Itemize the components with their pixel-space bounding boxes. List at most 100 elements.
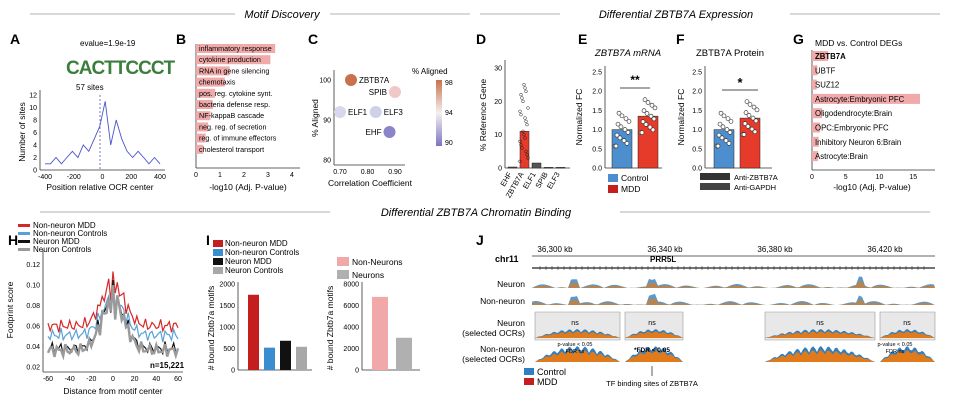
- panel-i-ylabel-2: # bound Zbtb7a motifs: [325, 286, 335, 371]
- panel-c: 80 90 100 0.70 0.80 0.90 ZBTB7A SPIB ELF1 ELF3 E…: [310, 67, 453, 188]
- legend-mdd-label: MDD: [621, 184, 640, 194]
- e-dot: [648, 113, 654, 119]
- blot-gapdh: [700, 183, 730, 190]
- ns-label-2: ns: [648, 320, 656, 327]
- e-ytick: 0.5: [592, 146, 602, 153]
- d-bar: [507, 166, 518, 169]
- f-dot: [742, 121, 748, 126]
- d-bar: [555, 167, 566, 169]
- d-dot: [523, 136, 527, 140]
- gene-exon-marks: [539, 266, 925, 270]
- a-ytick: 2: [33, 155, 37, 162]
- i-bar-2: [372, 296, 388, 370]
- f-dot: [725, 116, 731, 121]
- b-bar: [196, 88, 216, 98]
- e-dot: [625, 130, 631, 135]
- i-legend-1-swatch: [213, 249, 223, 256]
- b-bar: [196, 77, 225, 87]
- g-term: ZBTB7A: [815, 52, 846, 61]
- i-legend-1-swatch: [213, 240, 223, 247]
- b-xtick: 4: [290, 172, 294, 179]
- h-ytick: 0.04: [26, 344, 40, 351]
- e-dot: [651, 116, 657, 122]
- track-neuron-mdd: [532, 280, 935, 288]
- fdr-label-2: FDR ns: [886, 349, 905, 355]
- b-term: cytokine production: [199, 55, 261, 64]
- panel-c-colorbar: [436, 80, 442, 146]
- panel-a: evalue=1.9e-19 CACTTCCCT 57 sites 0 2 4 6 8 1…: [17, 39, 177, 192]
- c-cbar-tick: 98: [445, 80, 453, 87]
- c-cbar-tick: 94: [445, 110, 453, 117]
- f-dot: [723, 138, 729, 143]
- i-legend-1-label: Non-neuron Controls: [225, 248, 299, 257]
- f-dot: [754, 107, 760, 113]
- h-ytick: 0.08: [26, 303, 40, 310]
- b-bar: [196, 111, 211, 121]
- panel-letter-c: C: [308, 31, 318, 47]
- panel-d-yticks: 0 10 20 30: [494, 66, 502, 173]
- f-dot: [744, 99, 750, 104]
- a-ytick: 4: [33, 143, 37, 150]
- sel-nonneuron-mdd: [880, 350, 935, 362]
- i-legend-1-label: Neuron MDD: [225, 257, 272, 266]
- h-ytick: 0.12: [26, 262, 40, 269]
- d-ytick: 0: [498, 166, 502, 173]
- e-dot: [652, 105, 658, 111]
- j-coord: 36,420 kb: [867, 245, 903, 254]
- panel-letter-g: G: [793, 31, 804, 47]
- panel-h-yticks: 0.02 0.04 0.06 0.08 0.10 0.12: [26, 262, 40, 372]
- track-label-neuron: Neuron: [497, 279, 525, 289]
- b-term: cholesterol transport: [199, 145, 264, 154]
- panel-i-bars-2: [372, 296, 412, 370]
- sel-nonneuron-mdd: [535, 350, 620, 362]
- i-legend-1-swatch: [213, 258, 223, 265]
- i-ytick-1: 500: [223, 346, 235, 353]
- i-ytick-2: 0: [355, 368, 359, 375]
- c-xtick: 0.90: [388, 169, 402, 176]
- sel-nonneuron-mdd: [765, 350, 875, 362]
- panel-a-xticks: -400 -200 0 200 400: [38, 174, 166, 181]
- motif-sites: 57 sites: [76, 83, 104, 92]
- motif-evalue: evalue=1.9e-19: [80, 39, 136, 48]
- track-label-nonneuron-selected: Non-neuron (selected OCRs): [462, 344, 525, 364]
- section-expression: Differential ZBTB7A Expression: [599, 9, 753, 21]
- b-bar: [196, 122, 208, 132]
- b-xtick: 3: [266, 172, 270, 179]
- c-point: [334, 106, 346, 118]
- e-dot: [647, 124, 653, 130]
- panel-letter-h: H: [8, 232, 18, 248]
- h-legend-swatch: [18, 224, 30, 227]
- e-ytick: 0.0: [592, 166, 602, 173]
- a-xtick: -200: [67, 174, 81, 181]
- f-dot: [749, 126, 755, 132]
- h-legend-label: Non-neuron Controls: [33, 229, 107, 238]
- a-xtick: 200: [125, 174, 137, 181]
- j-legend-mdd-swatch: [524, 378, 534, 385]
- f-ytick: 1.0: [692, 127, 702, 134]
- f-dot: [750, 115, 756, 121]
- d-dot: [525, 123, 529, 127]
- i-bar-1: [280, 340, 291, 370]
- i-bar-1: [296, 346, 307, 370]
- d-dot: [523, 86, 527, 90]
- d-dot: [526, 106, 530, 110]
- panel-f-ylabel: Normalized FC: [676, 89, 686, 146]
- b-term: chemotaxis: [199, 78, 236, 87]
- panel-j-coordinates: 36,300 kb 36,340 kb 36,380 kb 36,420 kb: [537, 245, 903, 254]
- i-ytick-2: 8000: [343, 282, 359, 289]
- g-bar: [812, 108, 823, 119]
- panel-c-xlabel: Correlation Coefficient: [328, 178, 413, 188]
- motif-logo: CACTTCCCT: [66, 58, 176, 79]
- i-ytick-1: 0: [231, 368, 235, 375]
- c-point-label: ZBTB7A: [359, 76, 390, 85]
- e-dot: [621, 138, 627, 143]
- a-ytick: 8: [33, 118, 37, 125]
- panel-a-ylabel: Number of sites: [17, 102, 27, 162]
- e-dot: [624, 141, 630, 146]
- c-xtick: 0.70: [333, 169, 347, 176]
- d-dot: [518, 139, 522, 143]
- c-point-label: SPIB: [369, 88, 387, 97]
- g-term: SUZ12: [815, 81, 839, 90]
